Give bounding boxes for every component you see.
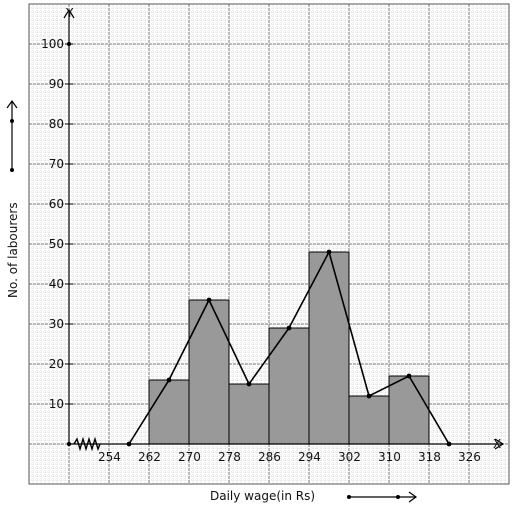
y-axis-title: No. of labourers <box>6 202 20 298</box>
polygon-point <box>246 381 252 387</box>
polygon-point <box>286 325 292 331</box>
y-direction-arrow-icon <box>6 99 18 172</box>
x-axis-title: Daily wage(in Rs) <box>210 489 315 503</box>
x-tick-label: 326 <box>458 450 481 464</box>
polygon-point <box>326 249 332 255</box>
histogram-bar <box>148 379 190 445</box>
polygon-point <box>126 441 132 447</box>
y-tick-label: 80 <box>49 117 64 131</box>
origin-dot <box>66 441 72 447</box>
x-axis-arrow-icon <box>494 438 505 450</box>
y-tick-label: 30 <box>49 317 64 331</box>
chart-axes <box>63 8 505 452</box>
histogram-bar <box>308 251 350 445</box>
x-tick-label: 270 <box>178 450 201 464</box>
histogram-bars <box>148 251 430 445</box>
x-tick-label: 278 <box>218 450 241 464</box>
x-tick-label: 286 <box>258 450 281 464</box>
axis-break-zigzag-icon <box>73 436 101 452</box>
x-axis-letter: X <box>493 437 501 451</box>
polygon-point <box>446 441 452 447</box>
x-tick-label: 302 <box>338 450 361 464</box>
x-tick-label: 294 <box>298 450 321 464</box>
polygon-point <box>366 393 372 399</box>
histogram-bar <box>228 383 270 445</box>
histogram-bar <box>268 327 310 445</box>
grid-border <box>28 3 510 485</box>
tick-labels: 254 262 270 278 286 294 302 310 318 326 10 20 30 40 50… <box>41 37 481 464</box>
y-axis-arrow-icon <box>63 8 75 19</box>
polygon-point <box>166 377 172 383</box>
y-tick-label: 10 <box>49 397 64 411</box>
x-tick-label: 318 <box>418 450 441 464</box>
x-tick-label: 262 <box>138 450 161 464</box>
polygon-point <box>406 373 412 379</box>
y-tick-label: 90 <box>49 77 64 91</box>
frequency-polygon <box>126 249 452 447</box>
histogram-bar <box>388 375 430 445</box>
y-tick-label: 70 <box>49 157 64 171</box>
polygon-point <box>206 297 212 303</box>
y-axis-letter: Y <box>65 6 74 20</box>
x-tick-label: 310 <box>378 450 401 464</box>
histogram-bar <box>348 395 390 445</box>
y-tick-label: 60 <box>49 197 64 211</box>
x-tick-label: 254 <box>98 450 121 464</box>
y-tick-label: 100 <box>41 37 64 51</box>
y-tick-label: 40 <box>49 277 64 291</box>
y-tick-label: 50 <box>49 237 64 251</box>
y-tick-label: 20 <box>49 357 64 371</box>
histogram-bar <box>188 299 230 445</box>
x-direction-arrow-icon <box>347 491 418 503</box>
